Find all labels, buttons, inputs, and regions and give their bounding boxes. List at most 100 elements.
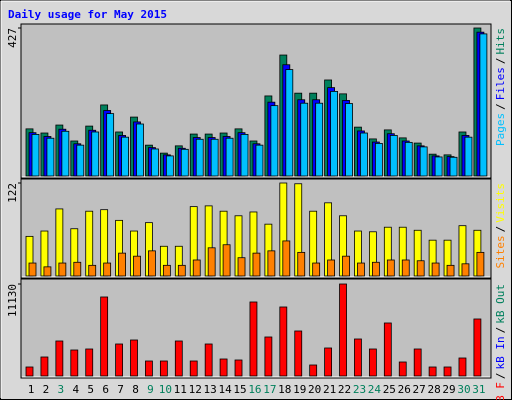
legend-entry: Visits [494,183,507,223]
y-tick-label: 11130 [6,284,19,317]
x-tick-label: 31 [472,383,485,396]
bar [46,137,55,177]
bar [106,113,115,177]
bar [309,364,318,377]
bar [151,148,159,177]
bar [219,358,228,377]
bar [360,132,368,177]
x-tick-label: 8 [132,383,139,396]
bar [282,240,291,277]
bar [207,247,216,277]
legend-separator: / [494,327,507,334]
bar [43,266,52,277]
bar [55,340,64,377]
x-tick-label: 6 [102,383,109,396]
legend-separator: / [494,373,507,380]
bar [58,262,67,277]
bar [40,356,49,377]
bar [28,262,37,277]
bar [225,137,234,177]
x-tick-label: 18 [278,383,291,396]
y-tick-label: 427 [6,28,19,48]
legend-entry: Files [494,67,507,100]
bar [91,131,100,177]
bar [389,135,398,177]
x-tick-label: 16 [248,383,261,396]
x-tick-label: 13 [204,383,217,396]
bar [279,306,288,377]
bar [479,33,488,177]
bar [204,343,213,377]
x-tick-label: 5 [87,383,94,396]
x-tick-label: 17 [263,383,276,396]
bar [100,296,109,377]
bar [371,261,380,277]
legend-entry: kB Out [494,284,507,324]
bar [443,366,452,377]
bar [357,262,365,277]
x-tick-label: 23 [353,383,366,396]
bar [25,366,34,377]
bar [270,105,279,177]
bar [464,136,473,177]
bar [431,262,440,277]
bar [85,348,94,377]
bar [237,257,246,277]
x-tick-label: 7 [117,383,124,396]
bar [419,146,428,177]
bar [121,136,129,177]
x-tick-label: 25 [383,383,396,396]
x-tick-label: 3 [58,383,65,396]
bar [324,347,333,377]
bar [300,102,309,177]
bar [252,252,261,277]
x-tick-label: 30 [457,383,470,396]
bar [327,259,336,277]
legend-entry: kB F [494,382,507,400]
bar [434,156,443,177]
legend-entry: kB In [494,336,507,369]
legend-entry: Pages [494,113,507,146]
bar [189,360,198,377]
x-tick-label: 2 [43,383,50,396]
bar [103,262,112,277]
bar [285,69,294,177]
bar [76,144,85,177]
bar [374,143,383,177]
bar [297,251,306,277]
bar [162,264,171,277]
bar [73,261,82,277]
legend-entry: Sites [494,235,507,268]
x-tick-label: 19 [293,383,306,396]
bar [449,156,458,177]
x-tick-label: 21 [323,383,336,396]
chart-title: Daily usage for May 2015 [8,8,167,21]
bar [342,255,350,277]
x-tick-label: 28 [427,383,440,396]
x-tick-label: 11 [174,383,187,396]
x-tick-label: 1 [28,383,35,396]
bar [136,123,144,177]
legend: Pages / Files / Hits [494,28,507,146]
bar [130,339,138,377]
x-tick-label: 10 [159,383,172,396]
bar [210,138,219,177]
bar [267,250,276,277]
bar [234,359,243,377]
bar [315,102,324,177]
bar [174,340,183,377]
bar [118,252,126,277]
bar [473,318,482,377]
bar [401,259,410,277]
bar [383,322,392,377]
bar [177,264,186,277]
x-tick-label: 22 [338,383,351,396]
bar [458,357,467,377]
x-tick-label: 14 [218,383,232,396]
bar [180,148,189,177]
legend-separator: / [494,103,507,110]
bar [70,349,79,377]
bar [192,259,201,277]
legend-entry: Hits [494,28,507,55]
